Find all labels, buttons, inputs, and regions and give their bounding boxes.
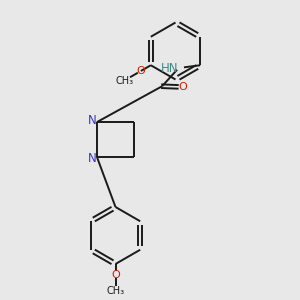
Text: O: O (178, 82, 187, 92)
Text: O: O (111, 269, 120, 280)
Text: HN: HN (161, 62, 178, 75)
Text: O: O (136, 66, 145, 76)
Text: N: N (88, 114, 97, 127)
Text: CH₃: CH₃ (106, 286, 124, 296)
Text: N: N (88, 152, 97, 165)
Text: CH₃: CH₃ (115, 76, 134, 85)
